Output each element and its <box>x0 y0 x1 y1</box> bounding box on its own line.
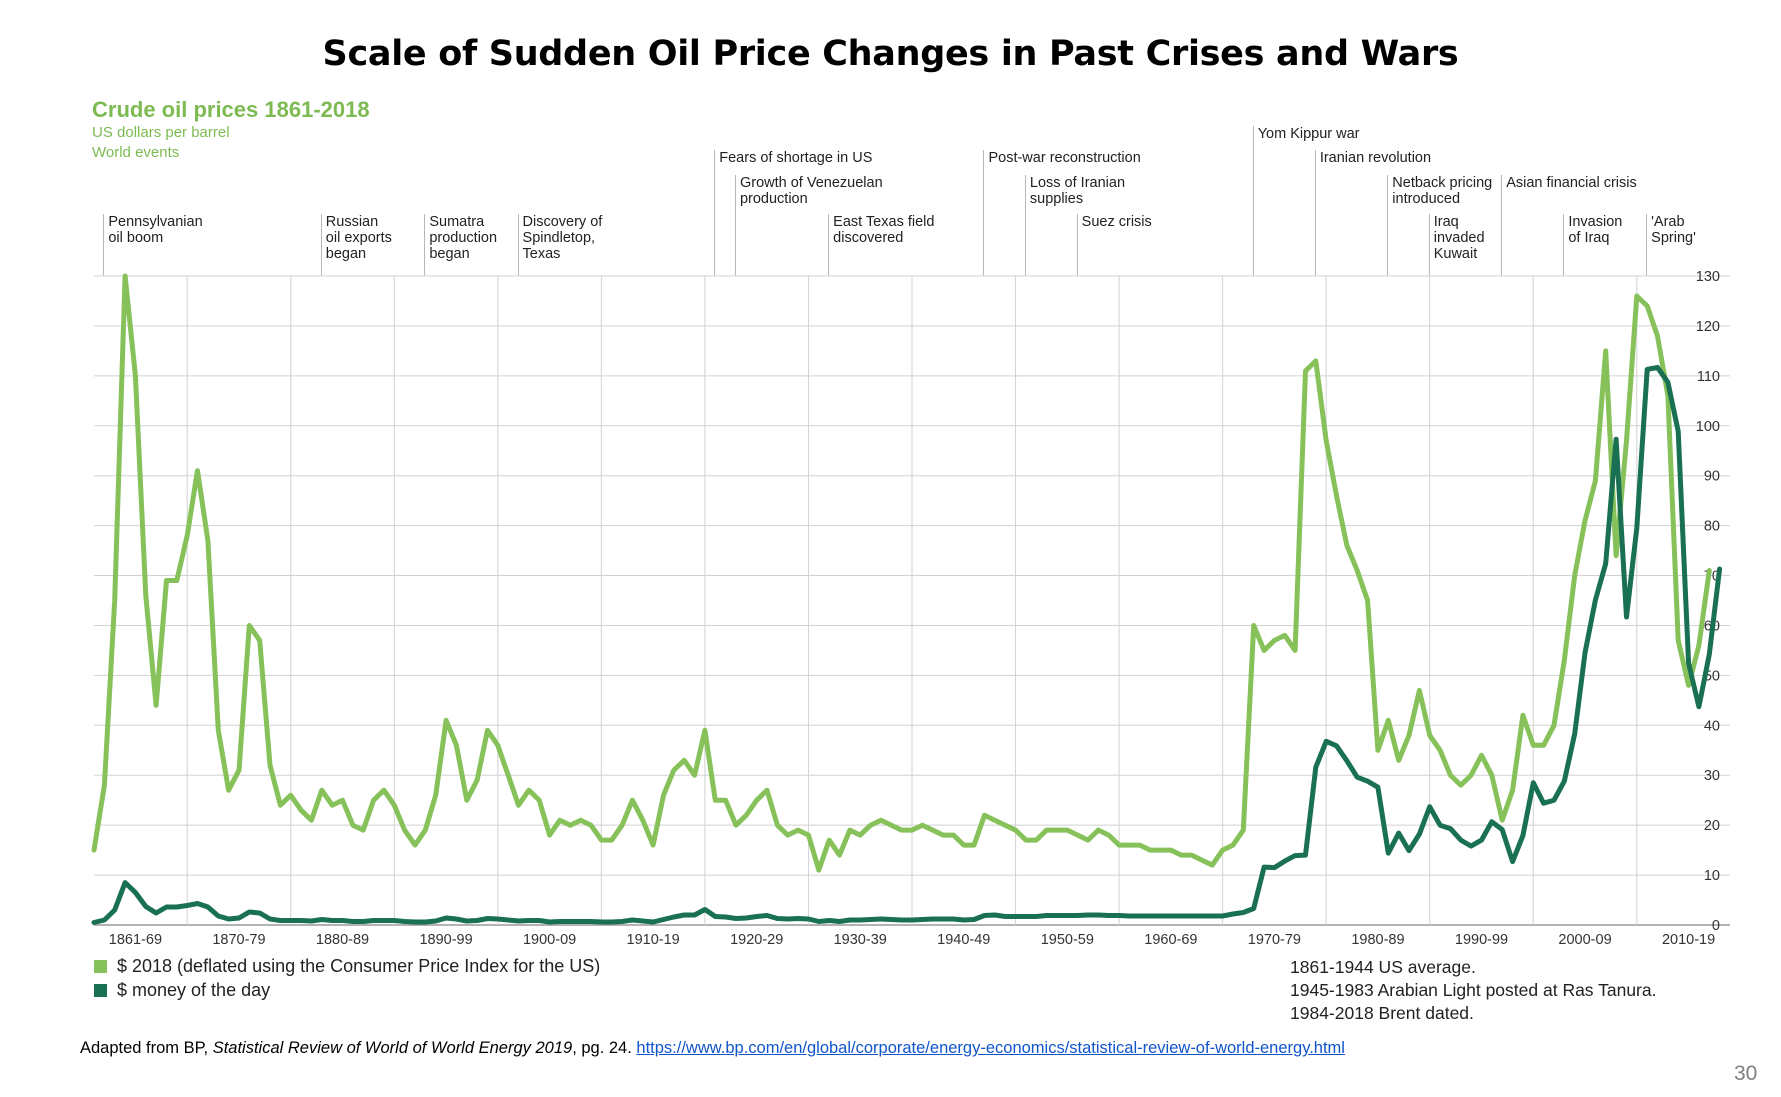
x-tick-label: 1870-79 <box>212 932 265 948</box>
x-tick-label: 1970-79 <box>1248 932 1301 948</box>
y-tick-label: 0 <box>1712 918 1720 934</box>
event-label: Invasion of Iraq <box>1563 214 1622 276</box>
event-label: East Texas field discovered <box>828 214 934 276</box>
x-axis-tick-labels: 1861-69 1870-79 1880-89 1890-99 1900-09 1910-… <box>109 932 1715 948</box>
x-tick-label: 2000-09 <box>1558 932 1611 948</box>
event-label: Loss of Iranian supplies <box>1024 175 1125 276</box>
y-tick-label: 30 <box>1704 768 1720 784</box>
legend-label-real: $ 2018 (deflated using the Consumer Pric… <box>117 956 601 976</box>
x-tick-label: 1990-99 <box>1455 932 1508 948</box>
source-note-1: 1861-1944 US average. <box>1290 957 1476 977</box>
event-label: Fears of shortage in US <box>714 150 872 276</box>
legend-item-real: $ 2018 (deflated using the Consumer Pric… <box>94 956 600 977</box>
series-lines <box>91 273 1723 925</box>
x-tick-label: 1960-69 <box>1144 932 1197 948</box>
legend-swatch-nominal <box>94 984 107 997</box>
source-note-2: 1945-1983 Arabian Light posted at Ras Ta… <box>1290 980 1657 1000</box>
world-events-label: World events <box>92 144 180 161</box>
x-tick-label: 1910-19 <box>627 932 680 948</box>
event-label: Iraq invaded Kuwait <box>1428 214 1485 276</box>
legend-label-nominal: $ money of the day <box>117 980 271 1000</box>
event-label: Pennsylvanian oil boom <box>103 214 203 276</box>
x-tick-label: 1950-59 <box>1041 932 1094 948</box>
x-tick-label: 1920-29 <box>730 932 783 948</box>
event-label: Discovery of Spindletop, Texas <box>517 214 602 276</box>
source-suffix: , pg. 24. <box>572 1039 637 1057</box>
event-label: 'Arab Spring' <box>1646 214 1696 276</box>
source-citation: Adapted from BP, Statistical Review of W… <box>80 1039 1345 1058</box>
x-tick-label: 1930-39 <box>834 932 887 948</box>
x-tick-label: 1900-09 <box>523 932 576 948</box>
y-tick-label: 100 <box>1696 419 1720 435</box>
event-label: Netback pricing introduced <box>1387 175 1492 276</box>
y-tick-label: 90 <box>1704 469 1720 485</box>
x-tick-label: 2010-19 <box>1662 932 1715 948</box>
event-label: Asian financial crisis <box>1501 175 1637 276</box>
event-label: Sumatra production began <box>424 214 497 276</box>
legend-item-nominal: $ money of the day <box>94 980 270 1001</box>
event-label: Iranian revolution <box>1314 150 1431 276</box>
x-tick-label: 1940-49 <box>937 932 990 948</box>
chart-subtitle: US dollars per barrel <box>92 124 230 141</box>
chart-title: Crude oil prices 1861-2018 <box>92 97 370 122</box>
event-label: Yom Kippur war <box>1252 126 1360 276</box>
series-line-real <box>91 273 1712 873</box>
source-publication: Statistical Review of World of World Ene… <box>212 1039 573 1057</box>
event-label: Suez crisis <box>1076 214 1152 276</box>
x-tick-label: 1880-89 <box>316 932 369 948</box>
y-tick-label: 110 <box>1697 369 1720 385</box>
source-prefix: Adapted from BP, <box>80 1039 213 1057</box>
slide-title: Scale of Sudden Oil Price Changes in Pas… <box>322 34 1459 74</box>
source-link[interactable]: https://www.bp.com/en/global/corporate/e… <box>636 1039 1345 1057</box>
legend-swatch-real <box>94 960 107 973</box>
source-note-3: 1984-2018 Brent dated. <box>1290 1003 1474 1023</box>
series-line-nominal <box>91 364 1723 925</box>
event-label: Post-war reconstruction <box>983 150 1141 276</box>
y-tick-label: 20 <box>1704 818 1720 834</box>
x-tick-label: 1890-99 <box>419 932 472 948</box>
y-tick-label: 10 <box>1704 868 1720 884</box>
event-label: Growth of Venezuelan production <box>734 175 883 276</box>
y-tick-label: 130 <box>1696 269 1720 285</box>
x-tick-label: 1861-69 <box>109 932 162 948</box>
y-tick-label: 120 <box>1696 319 1720 335</box>
y-tick-label: 80 <box>1704 519 1720 535</box>
y-tick-label: 40 <box>1704 718 1720 734</box>
x-tick-label: 1980-89 <box>1351 932 1404 948</box>
grid-lines <box>94 275 1730 926</box>
event-label: Russian oil exports began <box>320 214 392 276</box>
page-number: 30 <box>1734 1062 1758 1085</box>
